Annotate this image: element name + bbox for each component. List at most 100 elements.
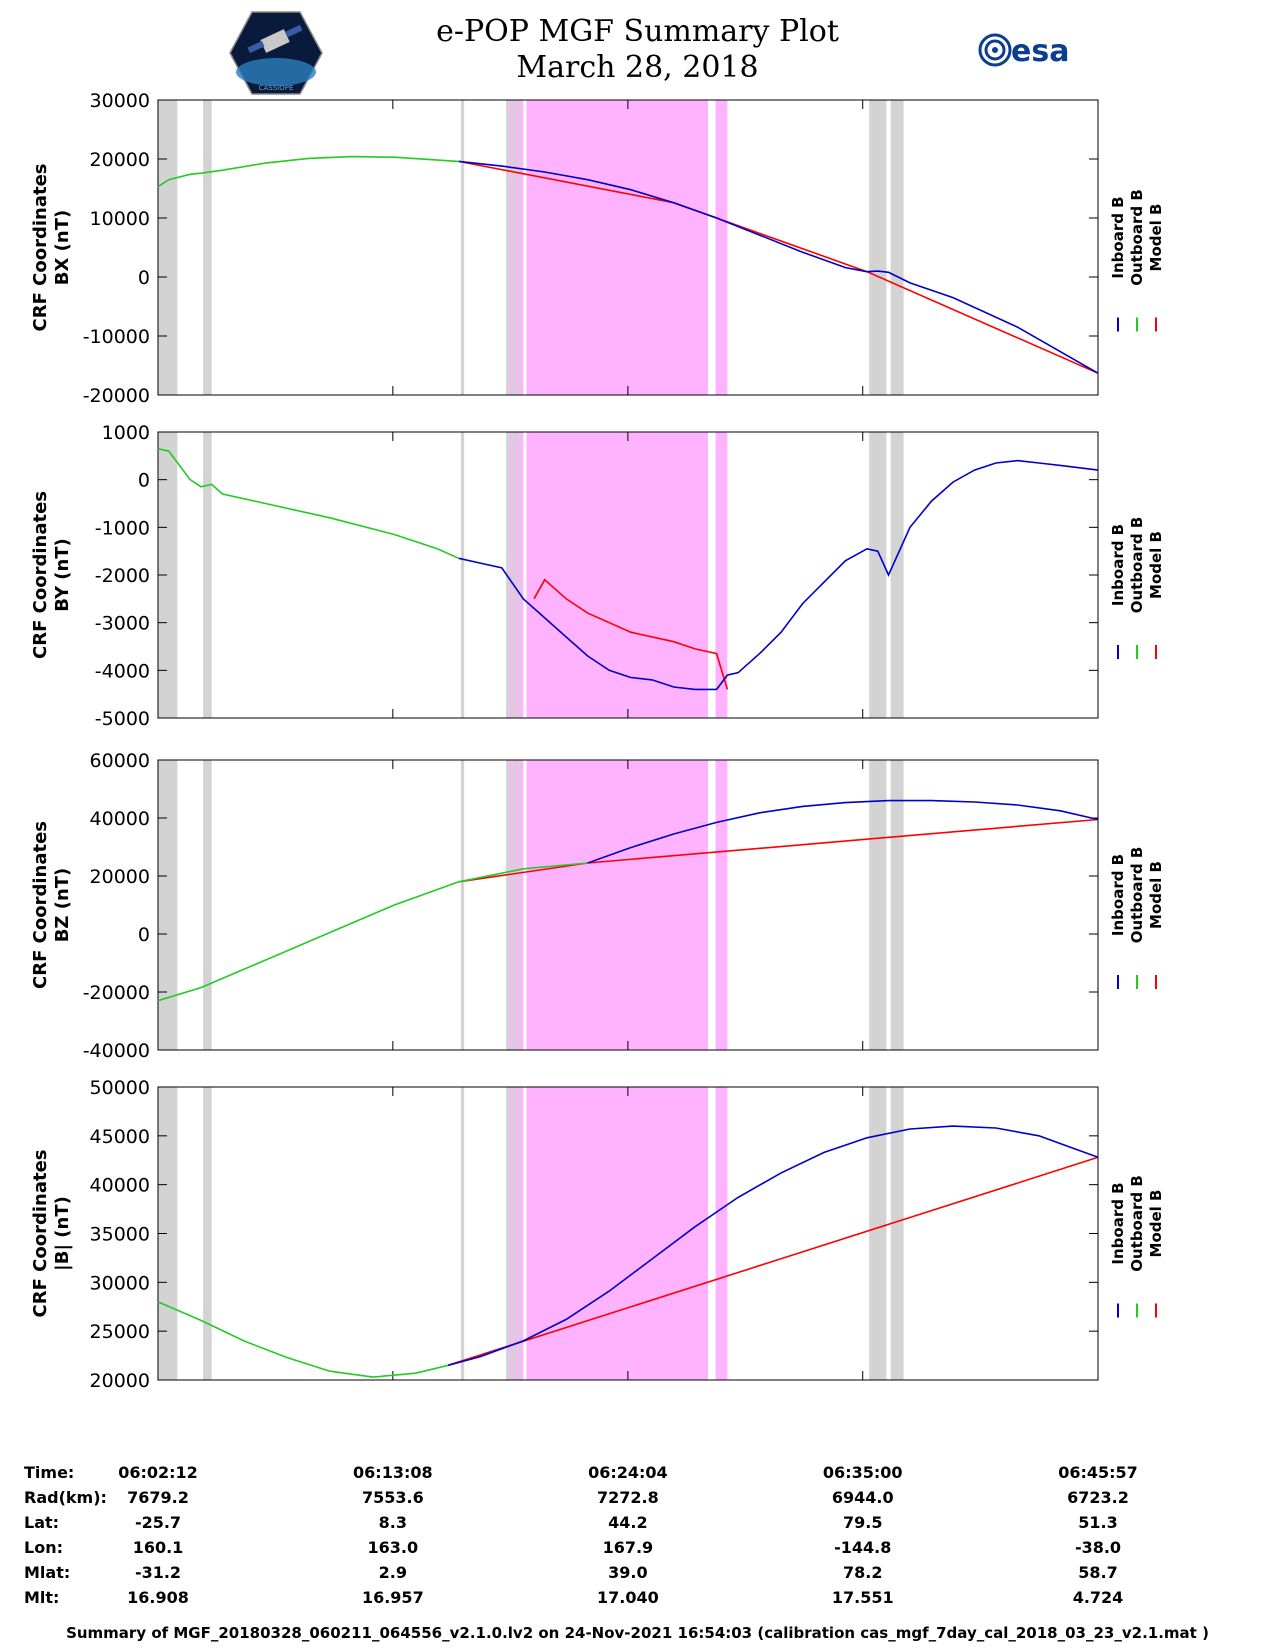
y-axis-label-line1: CRF Coordinates [30,164,51,332]
info-cell: 06:24:04 [588,1463,668,1482]
esa-logo: esa [978,33,1069,69]
series-line-outboard-b [157,1301,449,1378]
footer-caption: Summary of MGF_20180328_060211_064556_v2… [66,1624,1209,1642]
y-axis-label-line1: CRF Coordinates [30,821,51,989]
gap-band [203,100,212,395]
gap-band [203,1087,212,1380]
highlight-band [520,1087,524,1380]
legend-label: Outboard B [1128,517,1146,614]
gap-band [460,760,465,1050]
highlight-band [715,100,728,395]
info-cell: 17.551 [831,1588,894,1607]
info-cell: 51.3 [1078,1513,1118,1532]
highlight-band [515,1087,518,1380]
info-cell: 7272.8 [597,1488,659,1507]
gap-band [890,100,904,395]
legend-label: Model B [1147,1190,1165,1258]
legend-label: Model B [1147,861,1165,929]
series-line-inboard-b [447,1125,1099,1367]
highlight-band [520,760,524,1050]
gap-band [869,432,887,718]
legend-label: Model B [1147,531,1165,599]
highlight-band [510,100,513,395]
y-tick-label: 60000 [90,750,150,772]
y-axis-label-line2: |B| (nT) [52,1196,73,1271]
gap-band [890,1087,904,1380]
info-cell: -144.8 [834,1538,892,1557]
y-tick-label: 20000 [90,1370,150,1392]
y-tick-label: 0 [138,470,150,492]
info-cell: 06:35:00 [822,1463,903,1482]
info-row: Mlat: -31.2 2.9 39.0 78.2 58.7 [0,1563,1275,1588]
highlight-band [515,100,518,395]
plot-title: e-POP MGF Summary Plot [436,14,839,49]
gap-band [869,760,887,1050]
y-tick-label: 20000 [90,866,150,888]
y-axis-label: CRF Coordinates|B| (nT) [30,1150,73,1318]
gap-band [203,760,212,1050]
info-row-label: Time: [24,1463,75,1482]
gap-band [460,1087,465,1380]
info-cell: 16.908 [127,1588,189,1607]
y-tick-label: -20000 [83,982,150,1004]
info-cell: 160.1 [132,1538,184,1557]
y-axis-label-line2: BY (nT) [52,538,73,612]
info-cell: 6723.2 [1067,1488,1129,1507]
y-axis-label-line1: CRF Coordinates [30,1150,51,1318]
gap-band [890,760,904,1050]
highlight-band [510,432,513,718]
y-tick-label: 35000 [90,1224,150,1246]
legend-label: Inboard B [1109,196,1127,278]
legend-label: Outboard B [1128,1175,1146,1272]
gap-band [460,432,465,718]
info-cell: 78.2 [842,1563,883,1582]
y-tick-label: -1000 [95,517,150,539]
y-tick-label: 0 [138,267,150,289]
info-row-label: Mlt: [24,1588,60,1607]
y-tick-label: 30000 [90,90,150,112]
svg-text:CASSIOPE: CASSIOPE [259,84,294,92]
info-cell: 17.040 [597,1588,659,1607]
legend-label: Outboard B [1128,847,1146,944]
y-tick-label: 20000 [90,149,150,171]
highlight-band [715,432,728,718]
legend-label: Inboard B [1109,854,1127,936]
info-row-label: Lon: [24,1538,63,1557]
y-tick-label: 10000 [90,208,150,230]
gap-band [869,100,887,395]
info-cell: 06:02:12 [118,1463,198,1482]
gap-band [158,100,178,395]
y-tick-label: -5000 [95,708,150,730]
info-cell: 58.7 [1078,1563,1118,1582]
info-cell: 167.9 [602,1538,654,1557]
y-axis-label: CRF CoordinatesBY (nT) [30,491,73,659]
y-tick-label: -10000 [83,326,150,348]
panel-bz: -40000 -20000 0 20000 40000 60000 CRF Coordina… [30,750,1165,1062]
series-line-outboard-b [157,862,588,1002]
series-line-model-b [533,578,729,690]
highlight-band [526,100,709,395]
gap-band [158,1087,178,1380]
cassiope-logo: CASSIOPE [229,11,323,95]
y-axis-label-line2: BZ (nT) [52,868,73,943]
info-cell: 8.3 [378,1513,407,1532]
series-line-outboard-b [157,447,460,560]
info-cell: 44.2 [608,1513,648,1532]
info-cell: 2.9 [378,1563,407,1582]
legend-label: Inboard B [1109,1182,1127,1264]
highlight-band [526,432,709,718]
legend-label: Model B [1147,204,1165,272]
y-tick-label: -20000 [83,385,150,407]
legend-label: Inboard B [1109,524,1127,606]
series-line-inboard-b [458,459,1099,691]
y-tick-label: -4000 [95,660,150,682]
y-axis-label: CRF CoordinatesBX (nT) [30,164,73,332]
info-row-label: Lat: [24,1513,60,1532]
info-row: Mlt: 16.908 16.957 17.040 17.551 4.724 [0,1588,1275,1613]
series-line-model-b [458,160,1099,374]
y-tick-label: 30000 [90,1272,150,1294]
highlight-band [715,760,728,1050]
series-line-inboard-b [587,799,1099,864]
y-tick-label: 40000 [90,1175,150,1197]
info-row: Lon: 160.1 163.0 167.9 -144.8 -38.0 [0,1538,1275,1563]
